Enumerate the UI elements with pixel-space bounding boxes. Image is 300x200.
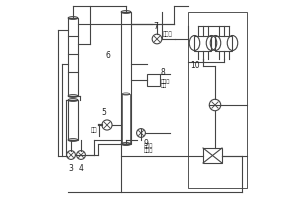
Text: 7: 7 bbox=[154, 22, 158, 31]
Text: 丙酮: 丙酮 bbox=[160, 83, 167, 88]
Text: 6: 6 bbox=[106, 51, 110, 60]
Bar bbox=[188, 12, 247, 188]
Text: 9: 9 bbox=[144, 139, 149, 148]
Bar bbox=[146, 74, 160, 86]
Bar bbox=[194, 36, 212, 50]
Text: 冷卻水: 冷卻水 bbox=[163, 31, 172, 37]
Text: 4: 4 bbox=[79, 164, 83, 173]
Text: 污水处: 污水处 bbox=[144, 143, 153, 148]
Bar bbox=[215, 36, 232, 50]
Text: 10: 10 bbox=[190, 60, 200, 70]
Text: 理系统: 理系统 bbox=[144, 148, 153, 153]
Text: 蒸汽: 蒸汽 bbox=[91, 127, 97, 133]
Text: 8: 8 bbox=[160, 68, 165, 77]
Text: 3: 3 bbox=[69, 164, 74, 173]
Bar bbox=[203, 148, 222, 163]
Text: 5: 5 bbox=[101, 108, 106, 117]
Text: 工业级: 工业级 bbox=[160, 78, 170, 84]
